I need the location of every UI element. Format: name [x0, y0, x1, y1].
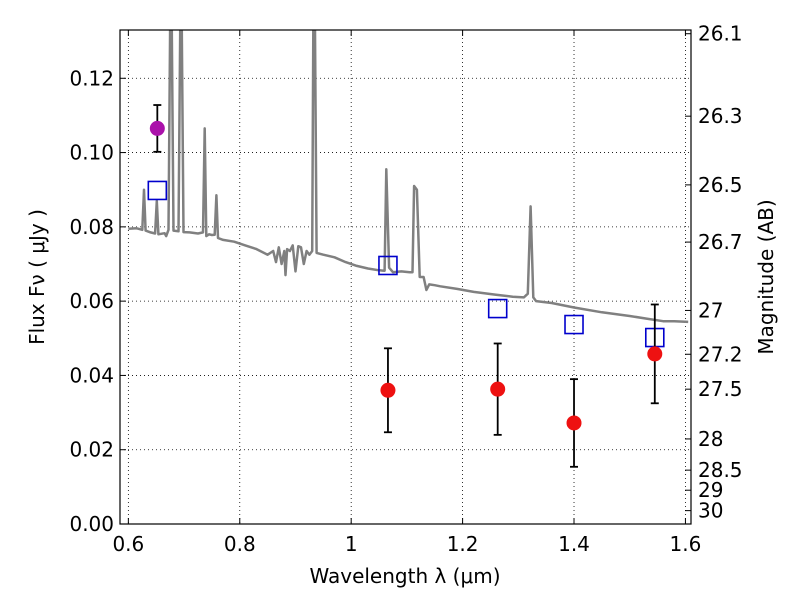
y-tick-label: 0.00: [69, 512, 114, 536]
magnitude-tick-label: 29: [698, 478, 723, 502]
grid-lines: [120, 30, 691, 525]
magnitude-tick-label: 28.5: [698, 458, 743, 482]
y-tick-label: 0.12: [69, 66, 114, 90]
tick-marks: [120, 30, 691, 525]
observed-photometry-point: [647, 346, 663, 362]
model-photometry-square: [487, 298, 508, 319]
magnitude-tick-label: 27.5: [698, 377, 743, 401]
observed-photometry-point: [149, 120, 165, 136]
x-tick-label: 1: [345, 532, 358, 556]
tick-labels: 0.6 0.8 1 1.2 1.4 1.6 0.00 0.02 0.04 0.06 0.08 0.10…: [69, 22, 742, 556]
magnitude-tick-label: 27: [698, 298, 723, 322]
plot-frame: [119, 29, 692, 525]
chart-series: [128, 30, 689, 468]
magnitude-tick-label: 26.5: [698, 173, 743, 197]
spectrum-line: [128, 30, 689, 324]
magnitude-tick-label: 26.1: [698, 22, 743, 46]
x-tick-label: 0.6: [112, 532, 144, 556]
magnitude-tick-label: 30: [698, 499, 723, 523]
x-tick-label: 1.6: [670, 532, 702, 556]
x-tick-label: 1.2: [447, 532, 479, 556]
y-tick-label: 0.08: [69, 215, 114, 239]
magnitude-tick-label: 27.2: [698, 342, 743, 366]
observed-photometry-point: [566, 415, 582, 431]
y-axis-label: Flux Fν ( μJy ): [25, 209, 49, 345]
model-photometry-square: [147, 180, 168, 201]
magnitude-tick-label: 28: [698, 427, 723, 451]
magnitude-tick-label: 26.7: [698, 230, 743, 254]
x-tick-label: 0.8: [224, 532, 256, 556]
model-photometry-square: [378, 255, 398, 276]
y-tick-label: 0.02: [69, 438, 114, 462]
x-axis-label: Wavelength λ (μm): [309, 564, 500, 588]
observed-photometry-point: [380, 382, 396, 398]
y-tick-label: 0.04: [69, 363, 114, 387]
model-photometry-square: [564, 314, 584, 335]
observed-photometry-point: [490, 381, 506, 397]
y-axis-right-label: Magnitude (AB): [754, 199, 778, 354]
x-tick-label: 1.4: [558, 532, 590, 556]
y-tick-label: 0.06: [69, 289, 114, 313]
y-tick-label: 0.10: [69, 141, 114, 165]
magnitude-tick-label: 26.3: [698, 104, 743, 128]
